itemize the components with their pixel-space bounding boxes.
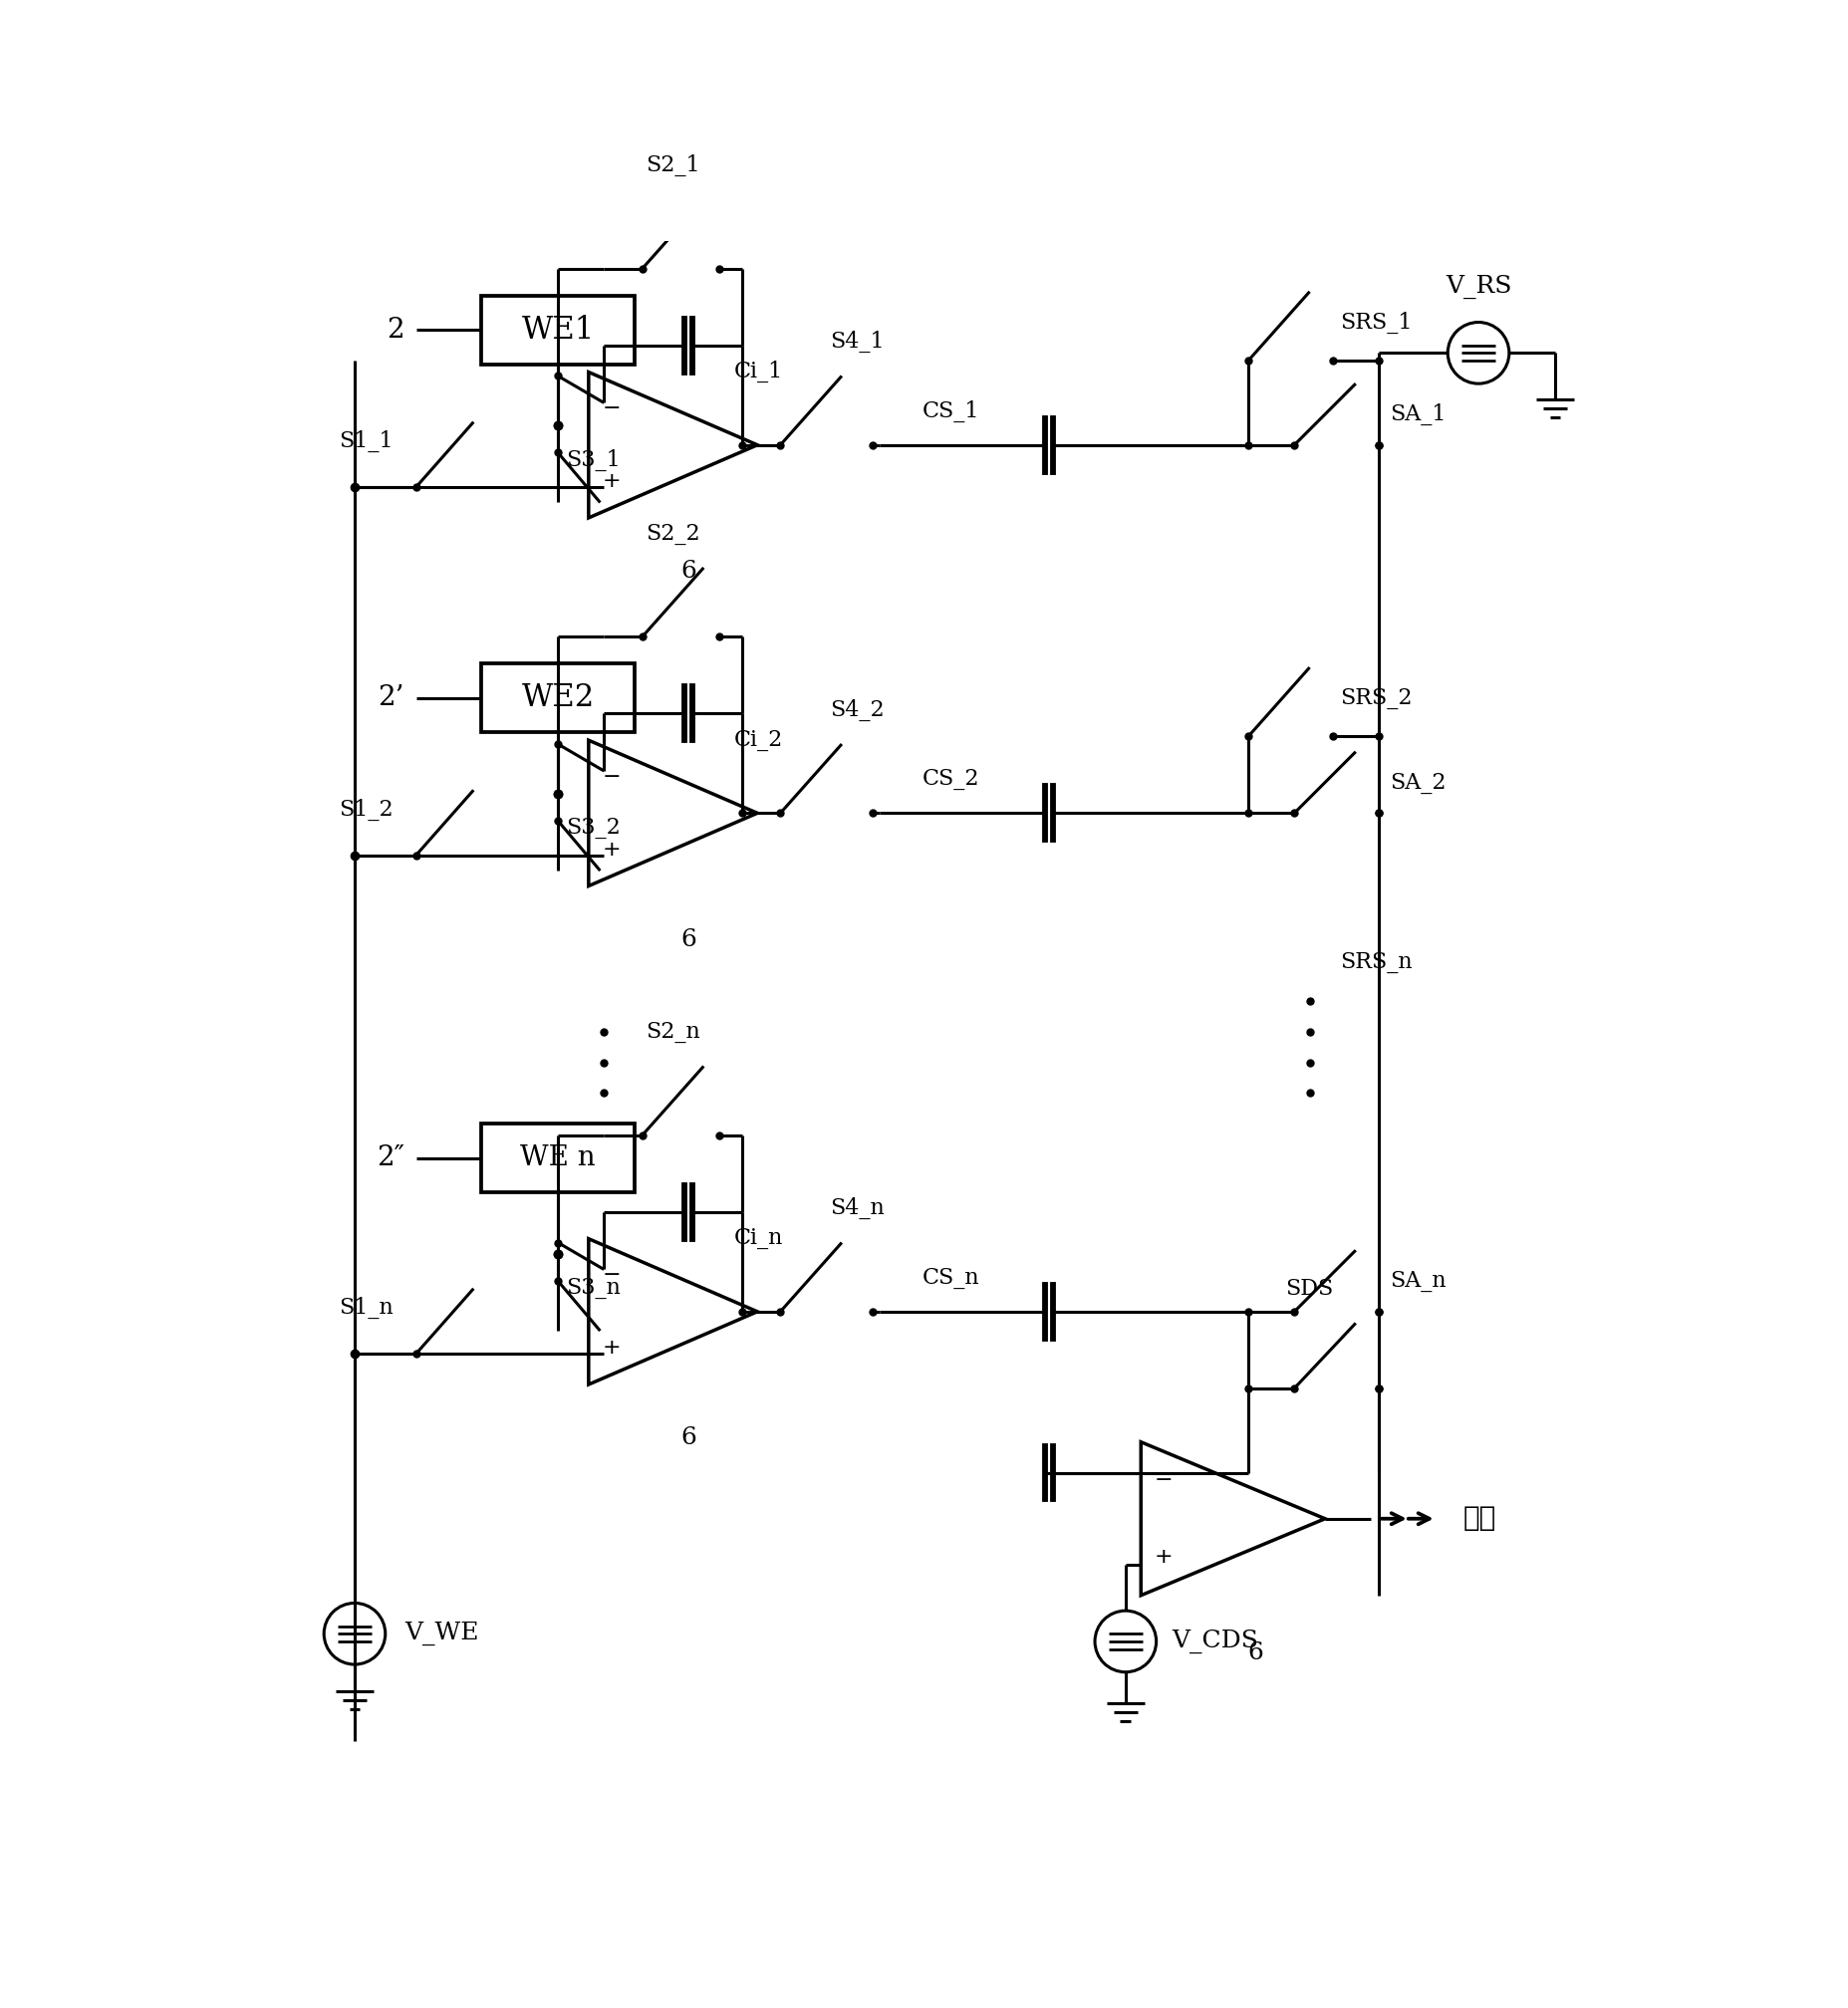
- Text: Ci_1: Ci_1: [734, 361, 784, 384]
- Text: S3_n: S3_n: [565, 1277, 619, 1299]
- Text: 6: 6: [680, 1426, 697, 1450]
- Text: SRS_2: SRS_2: [1340, 687, 1412, 709]
- Bar: [480, 295, 634, 363]
- Bar: [480, 1124, 634, 1193]
- Text: WE n: WE n: [519, 1145, 595, 1173]
- Text: +: +: [1155, 1546, 1173, 1566]
- Bar: [480, 663, 634, 733]
- Text: SRS_n: SRS_n: [1340, 952, 1412, 974]
- Text: 2″: 2″: [377, 1145, 405, 1173]
- Text: Ci_2: Ci_2: [734, 729, 784, 751]
- Text: 6: 6: [680, 928, 697, 952]
- Text: −: −: [602, 1265, 621, 1285]
- Text: WE1: WE1: [521, 315, 593, 345]
- Text: SA_2: SA_2: [1390, 771, 1445, 793]
- Text: WE2: WE2: [521, 683, 593, 713]
- Text: CS_2: CS_2: [922, 769, 979, 789]
- Text: V_WE: V_WE: [405, 1622, 479, 1647]
- Text: CS_n: CS_n: [922, 1267, 979, 1289]
- Text: −: −: [1155, 1470, 1173, 1490]
- Text: 6: 6: [680, 560, 697, 582]
- Text: CS_1: CS_1: [922, 400, 979, 422]
- Text: −: −: [602, 398, 621, 418]
- Text: S4_2: S4_2: [830, 699, 883, 721]
- Text: 输出: 输出: [1462, 1506, 1495, 1532]
- Text: +: +: [602, 472, 621, 492]
- Text: S4_n: S4_n: [830, 1197, 883, 1219]
- Text: +: +: [602, 839, 621, 859]
- Text: SA_1: SA_1: [1390, 404, 1445, 426]
- Text: 6: 6: [1247, 1641, 1264, 1665]
- Text: S2_1: S2_1: [645, 155, 700, 177]
- Text: 2’: 2’: [377, 685, 405, 711]
- Text: V_CDS: V_CDS: [1172, 1628, 1258, 1653]
- Text: S3_2: S3_2: [565, 817, 619, 839]
- Text: S1_1: S1_1: [338, 430, 394, 452]
- Text: SRS_1: SRS_1: [1340, 311, 1412, 333]
- Text: V_RS: V_RS: [1445, 275, 1512, 299]
- Text: S2_n: S2_n: [645, 1022, 700, 1044]
- Text: Ci_n: Ci_n: [734, 1227, 784, 1249]
- Text: S1_2: S1_2: [338, 799, 394, 821]
- Text: +: +: [602, 1337, 621, 1357]
- Text: SA_n: SA_n: [1390, 1269, 1445, 1291]
- Text: SDS: SDS: [1284, 1279, 1332, 1299]
- Text: S4_1: S4_1: [830, 331, 883, 353]
- Text: S1_n: S1_n: [338, 1297, 394, 1319]
- Text: S3_1: S3_1: [565, 450, 619, 470]
- Text: −: −: [602, 767, 621, 787]
- Text: S2_2: S2_2: [645, 522, 700, 544]
- Text: 2: 2: [386, 317, 405, 343]
